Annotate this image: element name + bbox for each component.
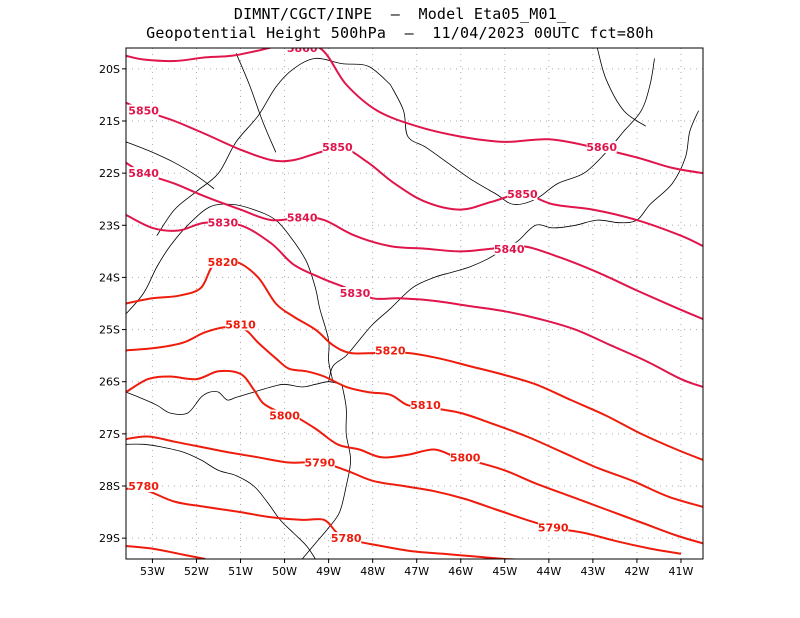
contour-label-bg: [450, 451, 481, 464]
contour-label-bg: [586, 141, 617, 154]
contour-label-bg: [494, 242, 525, 255]
coastline-path: [126, 203, 334, 382]
lon-tick-label: 53W: [140, 565, 165, 578]
coastline-path: [126, 141, 215, 190]
lon-tick-label: 42W: [624, 565, 649, 578]
contour-5800: [126, 369, 703, 545]
contour-label-bg: [287, 48, 318, 54]
contour-label-5790: 5790: [538, 522, 569, 535]
contour-label-bg: [128, 167, 159, 180]
contour-label-5830: 5830: [208, 217, 239, 230]
contour-label-5780: 5780: [331, 532, 362, 545]
coastline-path: [235, 53, 277, 153]
lat-tick-label: 29S: [99, 532, 120, 545]
lat-tick-label: 26S: [99, 376, 120, 389]
lat-tick-label: 23S: [99, 219, 120, 232]
contour-label-bg: [269, 409, 300, 422]
lat-tick-label: 25S: [99, 324, 120, 337]
lon-tick-label: 49W: [316, 565, 341, 578]
contour-label-bg: [207, 216, 238, 229]
axis-ticks: 20S 21S 22S 23S 24S 25S 26S 27S 28S 29S 53W 52W 51W 5…: [99, 63, 694, 578]
contour-label-5840: 5840: [128, 167, 159, 180]
contour-5780: [126, 487, 536, 559]
contour-label-bg: [207, 255, 238, 268]
lat-tick-label: 28S: [99, 480, 120, 493]
contour-label-5780: 5780: [128, 480, 159, 493]
contour-label-5860: 5860: [586, 141, 617, 154]
contour-label-5830: 5830: [340, 287, 371, 300]
contour-label-bg: [304, 456, 335, 469]
contour-label-bg: [331, 532, 362, 545]
contour-label-bg: [225, 318, 256, 331]
contour-label-5860: 5860: [287, 42, 318, 55]
lat-tick-label: 22S: [99, 167, 120, 180]
contour-label-5850: 5850: [507, 188, 538, 201]
contour-label-5810: 5810: [225, 318, 256, 331]
contour-label-5810: 5810: [410, 399, 441, 412]
coastline-path: [126, 381, 342, 415]
lon-tick-label: 47W: [404, 565, 429, 578]
contour-label-bg: [410, 399, 441, 412]
coastline-path: [389, 58, 655, 205]
coastline-path: [301, 384, 352, 559]
contour-label-bg: [375, 344, 406, 357]
lat-tick-label: 27S: [99, 428, 120, 441]
coastlines: [126, 48, 699, 559]
contour-label-bg: [128, 480, 159, 492]
contour-label-5820: 5820: [208, 256, 239, 269]
contour-label-5850: 5850: [322, 141, 353, 154]
map-title-line-1: DIMNT/CGCT/INPE — Model Eta05_M01_: [233, 5, 567, 23]
map-title-line-2: Geopotential Height 500hPa — 11/04/2023 …: [146, 24, 654, 42]
contour-label-bg: [128, 104, 159, 117]
lon-tick-label: 41W: [669, 565, 694, 578]
contour-label-5850: 5850: [128, 105, 159, 118]
contour-5850: [126, 101, 703, 248]
lon-tick-label: 46W: [448, 565, 473, 578]
lon-tick-label: 43W: [580, 565, 605, 578]
coastline-path: [596, 48, 646, 127]
contour-label-bg: [538, 521, 569, 534]
lon-tick-label: 45W: [492, 565, 517, 578]
contour-label-5800: 5800: [269, 410, 300, 423]
contour-5790: [126, 435, 682, 555]
lon-tick-label: 50W: [272, 565, 297, 578]
coastline-path: [126, 443, 316, 559]
contour-5770: [126, 545, 206, 559]
contour-5830: [126, 213, 703, 388]
grid-lines: [126, 48, 703, 559]
plot-frame: [125, 47, 704, 560]
contour-5820: [126, 259, 703, 461]
contour-labels: 5860 5860 5850 5850 5850 5840 5840 5840 5830 5830…: [128, 42, 617, 545]
lat-tick-label: 24S: [99, 271, 120, 284]
lon-tick-label: 51W: [228, 565, 253, 578]
contour-label-5840: 5840: [494, 243, 525, 256]
contour-label-bg: [322, 141, 353, 154]
contour-label-5840: 5840: [287, 211, 318, 224]
contour-label-bg: [287, 211, 318, 224]
lon-tick-label: 48W: [360, 565, 385, 578]
lon-tick-label: 44W: [536, 565, 561, 578]
contour-label-bg: [507, 188, 538, 200]
lon-tick-label: 52W: [184, 565, 209, 578]
contour-5840: [126, 161, 703, 321]
contour-label-bg: [340, 287, 371, 300]
lat-tick-label: 20S: [99, 63, 120, 76]
contour-label-5820: 5820: [375, 344, 406, 357]
contour-label-5790: 5790: [304, 457, 335, 470]
lat-tick-label: 21S: [99, 115, 120, 128]
contour-label-5800: 5800: [450, 451, 481, 464]
